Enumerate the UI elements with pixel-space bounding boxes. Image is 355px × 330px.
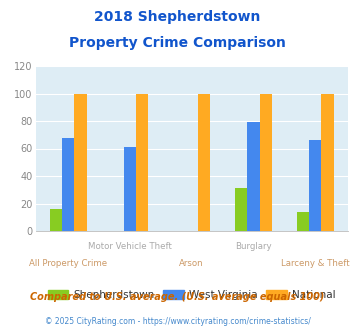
Text: Property Crime Comparison: Property Crime Comparison xyxy=(69,36,286,50)
Text: © 2025 CityRating.com - https://www.cityrating.com/crime-statistics/: © 2025 CityRating.com - https://www.city… xyxy=(45,317,310,326)
Text: Arson: Arson xyxy=(179,259,204,268)
Bar xyxy=(62,138,75,231)
Bar xyxy=(50,209,62,231)
Bar xyxy=(309,140,321,231)
Bar xyxy=(75,93,87,231)
Text: All Property Crime: All Property Crime xyxy=(29,259,107,268)
Text: 2018 Shepherdstown: 2018 Shepherdstown xyxy=(94,10,261,24)
Text: Motor Vehicle Theft: Motor Vehicle Theft xyxy=(88,242,172,251)
Bar xyxy=(136,93,148,231)
Legend: Shepherdstown, West Virginia, National: Shepherdstown, West Virginia, National xyxy=(43,286,340,304)
Bar xyxy=(297,212,309,231)
Bar xyxy=(247,122,260,231)
Bar xyxy=(260,93,272,231)
Text: Compared to U.S. average. (U.S. average equals 100): Compared to U.S. average. (U.S. average … xyxy=(30,292,325,302)
Bar xyxy=(124,147,136,231)
Text: Burglary: Burglary xyxy=(235,242,272,251)
Bar xyxy=(198,93,210,231)
Bar xyxy=(235,188,247,231)
Text: Larceny & Theft: Larceny & Theft xyxy=(281,259,349,268)
Bar xyxy=(321,93,334,231)
